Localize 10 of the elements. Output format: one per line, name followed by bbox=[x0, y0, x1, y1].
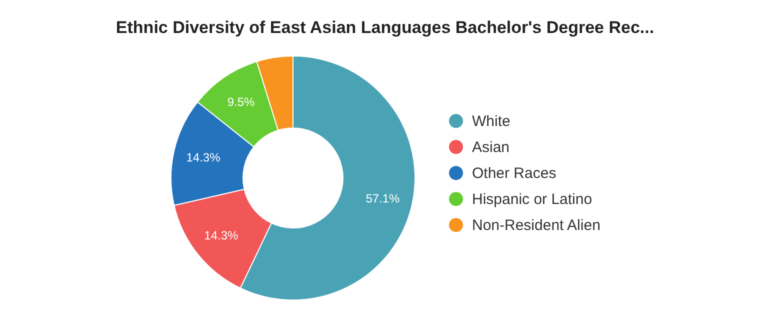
data-label: 57.1% bbox=[366, 191, 400, 206]
legend-label: Hispanic or Latino bbox=[472, 190, 592, 208]
legend-label: White bbox=[472, 112, 510, 130]
legend-label: Asian bbox=[472, 138, 510, 156]
legend-label: Non-Resident Alien bbox=[472, 216, 600, 234]
legend-label: Other Races bbox=[472, 164, 556, 182]
data-label: 14.3% bbox=[186, 150, 221, 165]
data-label: 9.5% bbox=[227, 95, 256, 110]
chart-title: Ethnic Diversity of East Asian Languages Bachelor's Degree Rec... bbox=[114, 18, 656, 38]
data-label: 14.3% bbox=[204, 228, 239, 243]
